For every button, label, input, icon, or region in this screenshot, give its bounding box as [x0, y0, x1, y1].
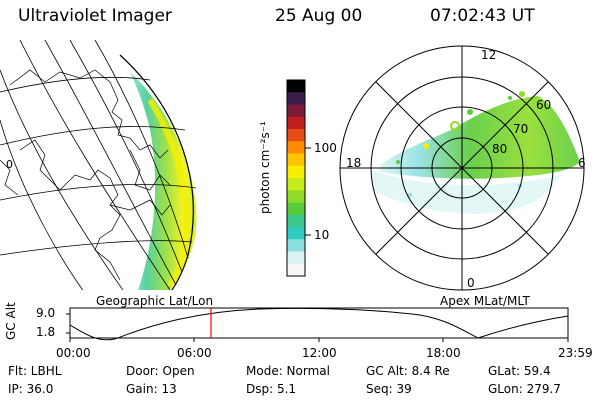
polar-blob — [396, 160, 400, 164]
colorbar — [286, 79, 311, 277]
colorbar-cell — [287, 178, 305, 191]
polar-caption: Apex MLat/MLT — [440, 294, 530, 308]
mlat-label-80: 80 — [492, 142, 508, 156]
altitude-ytick-low: 1.8 — [36, 325, 56, 339]
polar-blob — [508, 96, 512, 100]
colorbar-cell — [287, 214, 305, 228]
polar-axis-diag2 — [375, 81, 549, 255]
altitude-xtick-1800: 18:00 — [426, 346, 461, 360]
gain-info: Gain: 13 — [126, 382, 177, 396]
polar-map — [339, 45, 585, 291]
gc-alt-info: GC Alt: 8.4 Re — [366, 364, 450, 378]
colorbar-tick-label-100: 100 — [314, 141, 337, 155]
colorbar-tick-label-10: 10 — [314, 228, 330, 242]
altitude-xtick-2359: 23:59 — [558, 346, 593, 360]
colorbar-cell — [287, 202, 305, 216]
altitude-xtick-0000: 00:00 — [56, 346, 91, 360]
altitude-curve — [69, 307, 569, 341]
dsp-info: Dsp: 5.1 — [246, 382, 297, 396]
time-label: 07:02:43 UT — [430, 6, 535, 26]
polar-grid — [339, 45, 585, 291]
globe-limb — [119, 54, 194, 290]
filter-info: Flt: LBHL — [8, 364, 62, 378]
parallel-lines — [0, 76, 197, 256]
colorbar-cell — [287, 153, 305, 167]
glon-info: GLon: 279.7 — [488, 382, 561, 396]
mlt-label-0: 0 — [467, 276, 475, 290]
polar-aurora — [380, 96, 580, 179]
colorbar-cell — [287, 165, 305, 179]
polar-blob — [519, 91, 525, 97]
polar-blob — [423, 143, 429, 149]
aurora-band — [130, 72, 197, 290]
colorbar-cell — [287, 129, 305, 142]
polar-diffuse — [372, 170, 560, 214]
colorbar-unit-label: photon cm⁻²s⁻¹ — [258, 121, 272, 214]
geographic-map — [0, 40, 197, 290]
colorbar-cell — [287, 239, 305, 253]
date-label: 25 Aug 00 — [275, 6, 363, 26]
altitude-xtick-1200: 12:00 — [302, 346, 337, 360]
mlt-label-12: 12 — [481, 48, 497, 62]
mlt-label-6: 6 — [578, 156, 586, 170]
colorbar-cell — [287, 190, 305, 204]
geographic-caption: Geographic Lat/Lon — [96, 294, 214, 308]
seq-info: Seq: 39 — [366, 382, 412, 396]
colorbar-cell — [287, 116, 305, 130]
polar-blob — [408, 193, 412, 197]
colorbar-cell — [287, 141, 305, 155]
altitude-ticks — [66, 313, 569, 342]
colorbar-cell — [287, 263, 305, 277]
altitude-ytick-high: 9.0 — [36, 306, 56, 320]
aurora-core — [147, 98, 190, 288]
colorbar-frame — [286, 79, 306, 277]
polar-blob — [467, 109, 473, 115]
mlat-label-70: 70 — [513, 122, 529, 136]
left-map-marker: 0 — [6, 158, 13, 171]
colorbar-cell — [287, 92, 305, 106]
ip-info: IP: 36.0 — [8, 382, 54, 396]
instrument-title: Ultraviolet Imager — [18, 6, 172, 26]
mlt-label-18: 18 — [346, 156, 362, 170]
colorbar-cell — [287, 251, 305, 265]
door-info: Door: Open — [126, 364, 195, 378]
mlat-label-60: 60 — [536, 98, 552, 112]
coastlines — [0, 69, 171, 281]
altitude-plot — [66, 307, 569, 342]
altitude-ylabel: GC Alt — [4, 302, 18, 340]
polar-blob — [450, 121, 460, 131]
colorbar-cell — [287, 104, 305, 118]
mode-info: Mode: Normal — [246, 364, 330, 378]
colorbar-cell — [287, 227, 305, 240]
glat-info: GLat: 59.4 — [488, 364, 551, 378]
colorbar-cell — [287, 80, 305, 93]
altitude-xtick-0600: 06:00 — [177, 346, 212, 360]
